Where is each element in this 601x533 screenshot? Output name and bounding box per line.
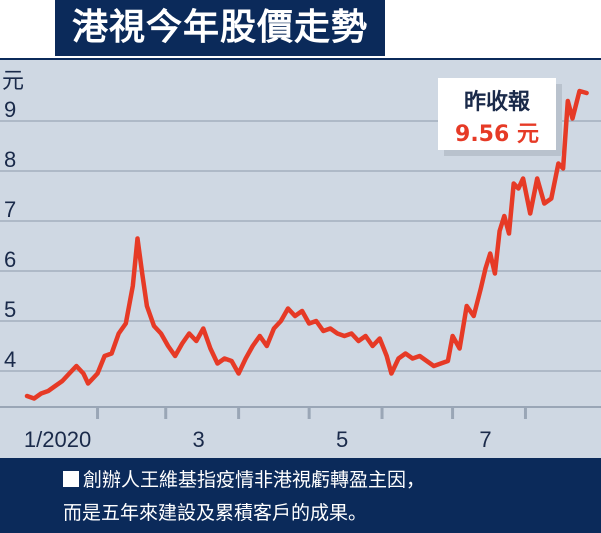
y-axis-label: 元 — [2, 69, 24, 94]
callout-label: 昨收報 — [463, 90, 530, 115]
x-axis-band — [0, 407, 601, 458]
x-tick-label: 3 — [193, 427, 205, 452]
caption-line-1-text: 創辦人王維基指疫情非港視虧轉盈主因， — [83, 469, 426, 491]
y-tick-label: 8 — [4, 147, 16, 172]
title-rule — [0, 58, 601, 61]
y-tick-label: 5 — [4, 297, 16, 322]
bullet-square-icon — [63, 471, 79, 487]
price-callout: 昨收報 9.56 元 — [438, 78, 556, 150]
y-tick-label: 7 — [4, 197, 16, 222]
title-background — [55, 0, 385, 56]
y-tick-label: 4 — [4, 347, 16, 372]
caption-line-2: 而是五年來建設及累積客戶的成果。 — [63, 502, 368, 524]
caption-box: 創辦人王維基指疫情非港視虧轉盈主因， 而是五年來建設及累積客戶的成果。 — [0, 458, 601, 533]
x-tick-label: 7 — [479, 427, 491, 452]
y-tick-label: 9 — [4, 97, 16, 122]
callout-value: 9.56 元 — [455, 122, 539, 147]
price-series-line — [24, 88, 589, 401]
x-tick-label: 5 — [336, 427, 348, 452]
chart-title: 港視今年股價走勢 — [71, 7, 368, 48]
caption-line-1: 創辦人王維基指疫情非港視虧轉盈主因， — [63, 465, 425, 492]
x-tick-label: 1/2020 — [24, 427, 91, 452]
y-tick-label: 6 — [4, 247, 16, 272]
